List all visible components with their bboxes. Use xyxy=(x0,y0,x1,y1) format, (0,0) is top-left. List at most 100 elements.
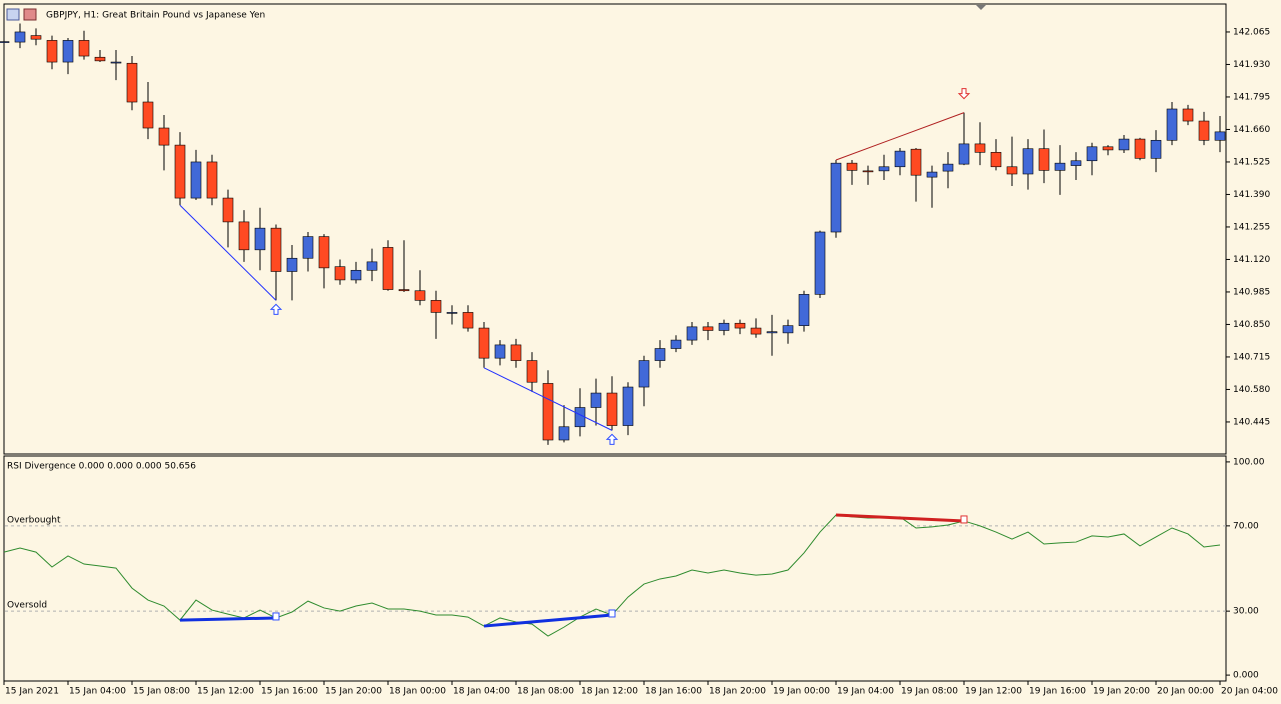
candle-body xyxy=(174,144,186,199)
icon xyxy=(23,8,37,21)
candle-body xyxy=(398,289,410,292)
divergence-marker xyxy=(608,609,616,618)
candle-body xyxy=(990,152,1002,168)
candle-body xyxy=(206,161,218,199)
y-tick-label: 140.715 xyxy=(1233,352,1270,362)
candle-body xyxy=(510,344,522,361)
x-tick-label: 18 Jan 16:00 xyxy=(645,687,702,697)
y-tick-label: 0.000 xyxy=(1233,671,1259,681)
divergence-marker xyxy=(272,612,280,621)
candle-body xyxy=(654,348,666,361)
candle-body xyxy=(718,322,730,331)
y-tick-label: 140.850 xyxy=(1233,320,1270,330)
y-tick-label: 141.255 xyxy=(1233,222,1270,232)
x-tick-label: 15 Jan 2021 xyxy=(5,687,59,697)
candle-body xyxy=(1086,146,1098,162)
candle-body xyxy=(782,325,794,334)
y-tick-label: 140.445 xyxy=(1233,417,1270,427)
divergence-line xyxy=(483,367,613,431)
candle-body xyxy=(862,170,874,173)
y-tick-label: 141.390 xyxy=(1233,190,1270,200)
y-tick-label: 30.00 xyxy=(1233,607,1259,617)
candle-body xyxy=(894,150,906,168)
candle-body xyxy=(1054,162,1066,171)
y-tick-label: 141.660 xyxy=(1233,125,1270,135)
level-label: Oversold xyxy=(7,601,47,611)
x-tick-label: 15 Jan 20:00 xyxy=(325,687,382,697)
candle-body xyxy=(142,101,154,129)
x-tick-label: 19 Jan 08:00 xyxy=(901,687,958,697)
candle-body xyxy=(542,383,554,441)
candle-body xyxy=(430,300,442,313)
candle-body xyxy=(766,331,778,334)
candle-body xyxy=(126,62,138,103)
candle-body xyxy=(958,143,970,165)
buy-arrow xyxy=(269,303,283,315)
y-tick-label: 140.580 xyxy=(1233,385,1270,395)
candle-body xyxy=(494,344,506,359)
divergence-marker xyxy=(960,515,968,524)
y-tick-label: 141.525 xyxy=(1233,157,1270,167)
candle-body xyxy=(302,236,314,259)
candle-body xyxy=(190,161,202,199)
candle-body xyxy=(1134,138,1146,159)
candle-body xyxy=(350,269,362,281)
y-tick-label: 70.00 xyxy=(1233,521,1259,531)
candle-body xyxy=(318,236,330,269)
y-tick-label: 141.120 xyxy=(1233,255,1270,265)
candle-body xyxy=(1038,148,1050,171)
divergence-line xyxy=(835,112,965,161)
candle-body xyxy=(814,231,826,295)
x-tick-label: 15 Jan 16:00 xyxy=(261,687,318,697)
candle-body xyxy=(590,392,602,408)
x-tick-label: 20 Jan 04:00 xyxy=(1221,687,1278,697)
candle-body xyxy=(286,257,298,272)
candle-body xyxy=(638,360,650,388)
candle-body xyxy=(846,162,858,171)
x-tick-label: 15 Jan 04:00 xyxy=(69,687,126,697)
x-tick-label: 15 Jan 08:00 xyxy=(133,687,190,697)
candle-body xyxy=(910,148,922,176)
x-tick-label: 15 Jan 12:00 xyxy=(197,687,254,697)
candle-body xyxy=(1182,108,1194,122)
candle-body xyxy=(1070,160,1082,166)
candle-body xyxy=(110,61,122,64)
candle-body xyxy=(334,266,346,281)
candle-body xyxy=(1150,139,1162,159)
x-tick-label: 19 Jan 04:00 xyxy=(837,687,894,697)
candle-body xyxy=(1102,146,1114,151)
y-tick-label: 100.00 xyxy=(1233,457,1265,467)
icon xyxy=(6,8,20,21)
candle-body xyxy=(702,326,714,331)
candle-body xyxy=(606,392,618,426)
x-tick-label: 20 Jan 00:00 xyxy=(1157,687,1214,697)
x-tick-label: 19 Jan 16:00 xyxy=(1029,687,1086,697)
shift-marker xyxy=(976,5,986,10)
candle-body xyxy=(62,40,74,63)
candle-body xyxy=(974,143,986,153)
x-tick-label: 18 Jan 12:00 xyxy=(581,687,638,697)
candle-body xyxy=(574,407,586,428)
candle-body xyxy=(526,360,538,383)
x-tick-label: 18 Jan 00:00 xyxy=(389,687,446,697)
divergence-line xyxy=(835,513,965,523)
chart-title: GBPJPY, H1: Great Britain Pound vs Japan… xyxy=(46,11,265,21)
candle-body xyxy=(734,322,746,329)
candle-body xyxy=(1214,131,1226,141)
candle-body xyxy=(414,290,426,301)
candle-body xyxy=(366,261,378,271)
indicator-title: RSI Divergence 0.000 0.000 0.000 50.656 xyxy=(7,462,196,472)
candle-body xyxy=(14,31,26,43)
candle-body xyxy=(78,40,90,57)
candle-body xyxy=(1166,108,1178,141)
sell-arrow xyxy=(957,88,971,100)
x-tick-label: 19 Jan 12:00 xyxy=(965,687,1022,697)
candle-body xyxy=(830,162,842,233)
candle-body xyxy=(158,127,170,146)
level-label: Overbought xyxy=(7,515,61,525)
x-tick-label: 18 Jan 20:00 xyxy=(709,687,766,697)
y-tick-label: 140.985 xyxy=(1233,287,1270,297)
candle-body xyxy=(46,40,58,63)
